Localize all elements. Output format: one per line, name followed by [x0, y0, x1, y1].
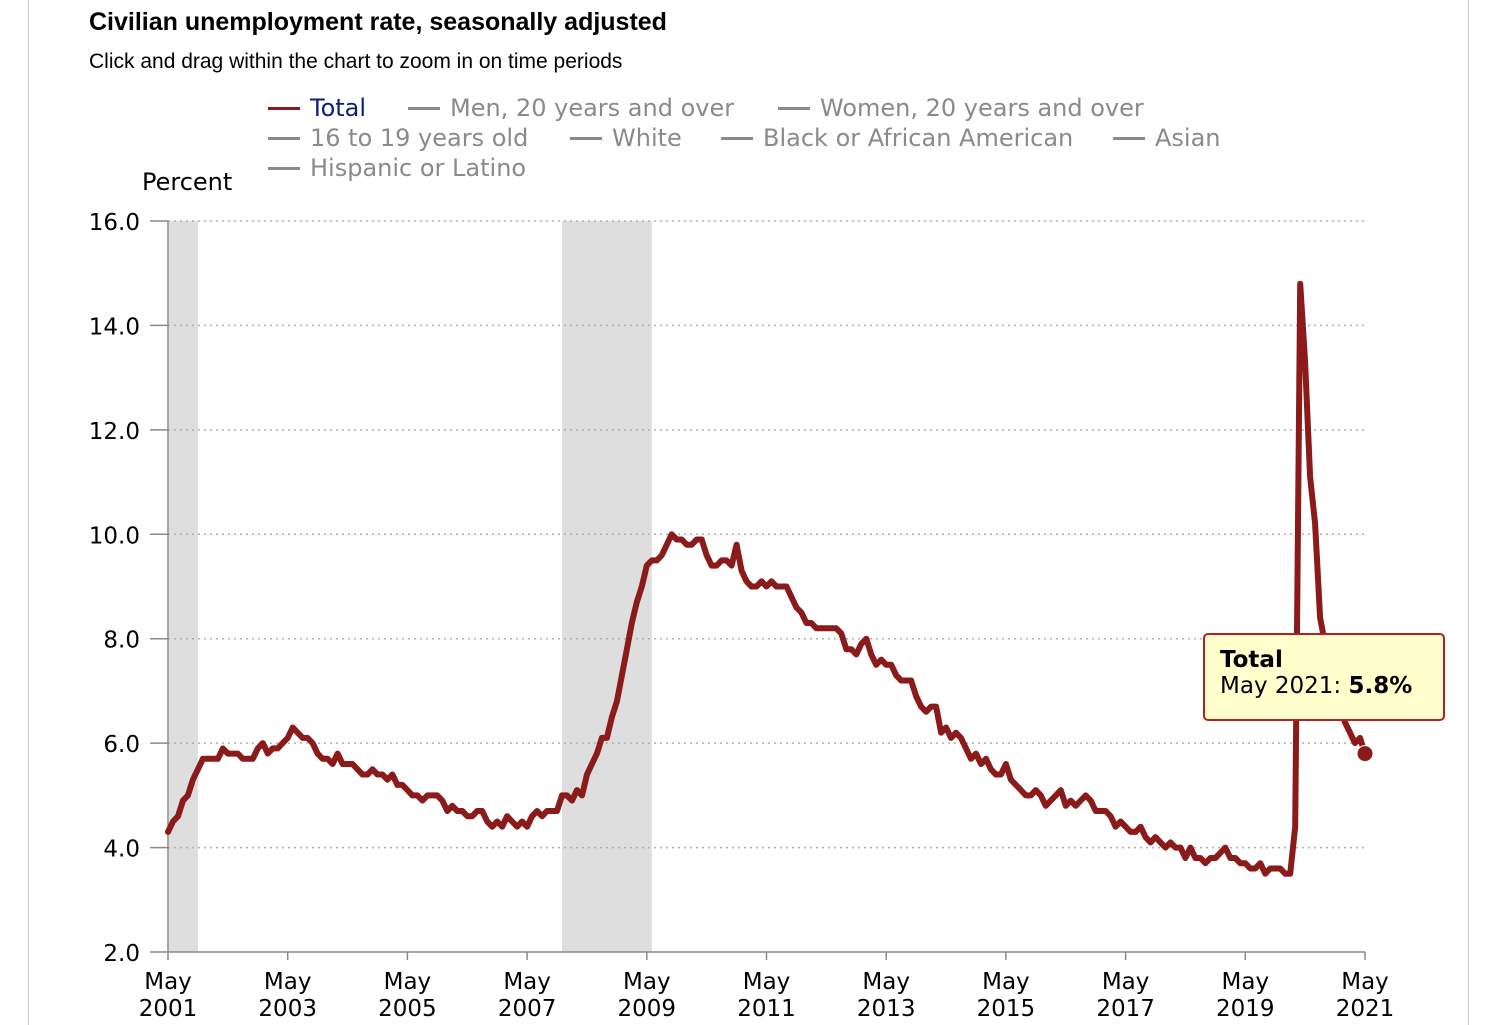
- tooltip-series: Total: [1220, 647, 1283, 673]
- x-tick-label-month: May: [264, 969, 312, 995]
- x-tick-label-year: 2001: [139, 996, 198, 1022]
- y-tick-label: 10.0: [89, 523, 140, 549]
- gridlines: [168, 220, 1365, 849]
- y-tick-label: 6.0: [103, 732, 140, 758]
- legend-swatch: [408, 106, 440, 110]
- legend-label: Men, 20 years and over: [450, 94, 735, 122]
- legend-item-black[interactable]: Black or African American: [721, 124, 1073, 152]
- hover-marker: [1356, 745, 1374, 763]
- y-tick-label: 14.0: [89, 314, 140, 340]
- recession-band: [562, 221, 652, 952]
- legend-item-hispanic[interactable]: Hispanic or Latino: [268, 154, 526, 182]
- series-line-total: [165, 280, 1368, 877]
- x-tick-label-month: May: [384, 969, 432, 995]
- y-tick-label: 12.0: [89, 419, 140, 445]
- legend-item-white[interactable]: White: [570, 124, 682, 152]
- x-tick-label-month: May: [144, 969, 192, 995]
- y-tick-label: 4.0: [103, 837, 140, 863]
- x-tick-label-month: May: [1102, 969, 1150, 995]
- legend-swatch: [268, 106, 300, 110]
- recession-bands: [169, 221, 652, 952]
- legend-item-asian[interactable]: Asian: [1113, 124, 1221, 152]
- chart-subtitle: Click and drag within the chart to zoom …: [89, 50, 623, 73]
- x-tick-label-year: 2003: [258, 996, 317, 1022]
- chart-title: Civilian unemployment rate, seasonally a…: [89, 8, 667, 36]
- x-tick-label-year: 2013: [857, 996, 916, 1022]
- x-tick-label-month: May: [1341, 969, 1389, 995]
- x-tick-label-year: 2017: [1096, 996, 1155, 1022]
- x-tick-label-year: 2009: [618, 996, 677, 1022]
- y-tick-label: 16.0: [89, 210, 140, 236]
- legend-swatch: [268, 166, 300, 170]
- x-tick-label-month: May: [503, 969, 551, 995]
- legend-label: White: [612, 124, 682, 152]
- x-tick-label-month: May: [743, 969, 791, 995]
- legend-swatch: [268, 136, 300, 140]
- x-tick-label-year: 2021: [1336, 996, 1395, 1022]
- legend-item-total[interactable]: Total: [268, 94, 366, 122]
- legend-swatch: [1113, 136, 1145, 140]
- recession-band: [169, 221, 198, 952]
- y-axis-label: Percent: [142, 168, 232, 196]
- legend-item-women[interactable]: Women, 20 years and over: [778, 94, 1144, 122]
- legend-label: Black or African American: [763, 124, 1074, 152]
- x-tick-label-month: May: [862, 969, 910, 995]
- x-tick-label-month: May: [1222, 969, 1270, 995]
- x-tick-label-year: 2005: [378, 996, 437, 1022]
- legend-item-men[interactable]: Men, 20 years and over: [408, 94, 734, 122]
- hover-point-marker: [1356, 745, 1374, 763]
- legend-swatch: [721, 136, 753, 140]
- chart-frame: [28, 0, 1469, 1025]
- y-tick-label: 2.0: [103, 941, 140, 967]
- legend-label: Hispanic or Latino: [310, 154, 527, 182]
- legend-label: 16 to 19 years old: [310, 124, 529, 152]
- x-tick-label-year: 2015: [977, 996, 1036, 1022]
- legend-label: Asian: [1155, 124, 1221, 152]
- x-tick-label-year: 2011: [737, 996, 796, 1022]
- x-tick-labels: May2001May2003May2005May2007May2009May20…: [139, 969, 1395, 1022]
- series-total[interactable]: [165, 280, 1368, 877]
- legend: Total Men, 20 years and over Women, 20 y…: [268, 94, 1268, 186]
- x-tick-label-year: 2019: [1216, 996, 1275, 1022]
- x-tick-label-month: May: [982, 969, 1030, 995]
- y-tick-label: 8.0: [103, 628, 140, 654]
- legend-swatch: [570, 136, 602, 140]
- tooltip-value: 5.8%: [1348, 673, 1413, 699]
- y-tick-labels: 16.0 14.0 12.0 10.0 8.0 6.0 4.0 2.0: [89, 210, 140, 967]
- x-tick-label-month: May: [623, 969, 671, 995]
- tooltip-date: May 2021: [1220, 673, 1334, 699]
- legend-swatch: [778, 106, 810, 110]
- tooltip-line: May 2021: 5.8%: [1220, 673, 1413, 699]
- legend-label: Women, 20 years and over: [820, 94, 1144, 122]
- legend-item-16-to-19[interactable]: 16 to 19 years old: [268, 124, 528, 152]
- legend-label: Total: [310, 94, 367, 122]
- data-tooltip: Total May 2021: 5.8%: [1203, 633, 1445, 721]
- x-tick-label-year: 2007: [498, 996, 557, 1022]
